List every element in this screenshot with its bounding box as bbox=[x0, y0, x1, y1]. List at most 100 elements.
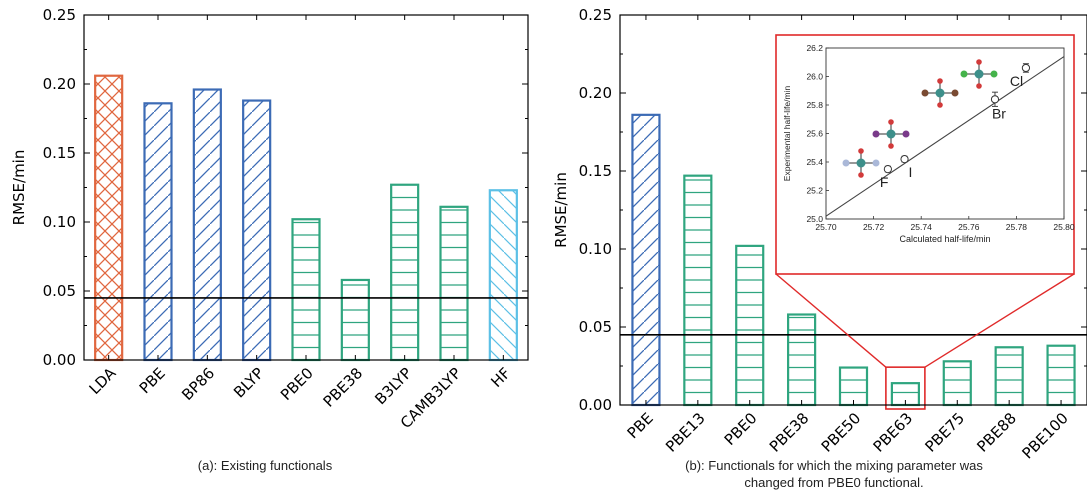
inset-x-tick-label: 25.70 bbox=[815, 222, 837, 232]
inset-y-tick-label: 25.4 bbox=[806, 157, 823, 167]
inset-y-tick-label: 25.8 bbox=[806, 100, 823, 110]
x-tick-label: LDA bbox=[86, 364, 120, 398]
inset-x-tick-label: 25.78 bbox=[1006, 222, 1028, 232]
y-tick-label: 0.10 bbox=[43, 213, 76, 231]
inset-y-tick-label: 26.0 bbox=[806, 72, 823, 82]
y-tick-label: 0.05 bbox=[579, 318, 612, 336]
atom bbox=[858, 148, 864, 154]
atom-center bbox=[974, 69, 984, 79]
inset-x-axis-title: Calculated half-life/min bbox=[899, 234, 990, 244]
atom bbox=[976, 83, 982, 89]
molecule-Cl-picture bbox=[960, 59, 998, 89]
x-tick-label: PBE0 bbox=[277, 364, 317, 404]
x-tick-label: PBE13 bbox=[662, 409, 709, 456]
y-tick-label: 0.25 bbox=[43, 6, 76, 24]
x-tick-label: PBE63 bbox=[870, 409, 917, 456]
caption-a: (a): Existing functionals bbox=[198, 458, 333, 473]
inset-point-Br bbox=[990, 95, 1000, 104]
x-tick-label: PBE100 bbox=[1019, 409, 1072, 462]
atom bbox=[937, 102, 943, 108]
inset-point-label: Cl bbox=[1010, 73, 1023, 89]
y-axis-title: RMSE/min bbox=[10, 150, 28, 226]
atom-center bbox=[886, 129, 896, 139]
inset-connector bbox=[775, 273, 887, 368]
x-tick-label: PBE38 bbox=[320, 364, 367, 411]
x-tick-label: PBE0 bbox=[721, 409, 761, 449]
bar-PBE0 bbox=[291, 218, 321, 362]
molecule-Br-picture bbox=[921, 78, 959, 108]
atom bbox=[960, 70, 968, 78]
atom bbox=[951, 89, 959, 97]
inset-point-F bbox=[883, 165, 892, 174]
y-tick-label: 0.00 bbox=[43, 351, 76, 369]
bar-PBE0 bbox=[735, 244, 765, 407]
inset-y-tick-label: 25.0 bbox=[806, 214, 823, 224]
caption-b-line-1: (b): Functionals for which the mixing pa… bbox=[685, 458, 983, 473]
atom bbox=[888, 143, 894, 149]
bar-LDA bbox=[94, 74, 124, 362]
y-tick-label: 0.25 bbox=[579, 6, 612, 24]
inset-point-I bbox=[900, 155, 909, 164]
molecule-F-picture bbox=[842, 148, 880, 178]
bar-BLYP bbox=[242, 99, 272, 362]
atom bbox=[937, 78, 943, 84]
inset-scatter: 25.70 25.72 25.74 25.76 25.78 25.80 25.0 25.2 25… bbox=[775, 34, 1075, 368]
x-tick-label: PBE38 bbox=[766, 409, 813, 456]
atom bbox=[872, 159, 880, 167]
bar-HF bbox=[488, 189, 518, 362]
atom bbox=[872, 130, 880, 138]
inset-y-tick-label: 26.2 bbox=[806, 43, 823, 53]
atom-center bbox=[856, 158, 866, 168]
x-tick-label: HF bbox=[487, 364, 514, 391]
inset-fit-line bbox=[825, 56, 1065, 217]
bar-PBE bbox=[143, 102, 173, 362]
inset-connector bbox=[924, 273, 1075, 368]
y-tick-label: 0.00 bbox=[579, 396, 612, 414]
atom bbox=[921, 89, 929, 97]
x-tick-label: PBE50 bbox=[818, 409, 865, 456]
atom bbox=[842, 159, 850, 167]
inset-point-Cl bbox=[1021, 63, 1031, 73]
inset-x-tick-label: 25.72 bbox=[863, 222, 885, 232]
y-tick-label: 0.10 bbox=[579, 240, 612, 258]
x-tick-label: PBE88 bbox=[973, 409, 1020, 456]
bar-BP86 bbox=[192, 88, 222, 362]
bar-PBE13 bbox=[683, 174, 713, 407]
x-tick-label: BLYP bbox=[230, 364, 267, 401]
y-tick-label: 0.20 bbox=[579, 84, 612, 102]
atom bbox=[976, 59, 982, 65]
atom bbox=[902, 130, 910, 138]
y-axis-title: RMSE/min bbox=[552, 172, 570, 248]
bar-CAMB3LYP bbox=[439, 205, 469, 362]
x-tick-label: BP86 bbox=[178, 364, 218, 404]
inset-y-tick-label: 25.2 bbox=[806, 186, 823, 196]
inset-x-tick-label: 25.74 bbox=[911, 222, 933, 232]
y-tick-label: 0.15 bbox=[579, 162, 612, 180]
y-tick-label: 0.05 bbox=[43, 282, 76, 300]
inset-y-axis-title: Experimental half-life/min bbox=[782, 86, 792, 182]
inset-point-label: Br bbox=[992, 105, 1006, 121]
highlight-box bbox=[885, 366, 926, 410]
x-tick-label: PBE75 bbox=[922, 409, 969, 456]
inset-point-label: F bbox=[880, 174, 889, 190]
inset-x-tick-label: 25.80 bbox=[1053, 222, 1075, 232]
inset-point-label: I bbox=[909, 164, 913, 180]
inset-y-tick-label: 25.6 bbox=[806, 129, 823, 139]
atom bbox=[888, 119, 894, 125]
bar-PBE50 bbox=[838, 366, 869, 407]
x-tick-label: PBE bbox=[624, 409, 657, 442]
molecule-I-picture bbox=[872, 119, 910, 149]
inset-x-tick-label: 25.76 bbox=[958, 222, 980, 232]
atom-center bbox=[935, 88, 945, 98]
y-tick-label: 0.15 bbox=[43, 144, 76, 162]
x-tick-label: B3LYP bbox=[371, 364, 415, 408]
x-tick-label: PBE bbox=[136, 364, 169, 397]
y-tick-label: 0.20 bbox=[43, 75, 76, 93]
atom bbox=[858, 172, 864, 178]
bar-PBE38 bbox=[787, 313, 817, 407]
bar-PBE88 bbox=[994, 346, 1024, 407]
caption-b-line-2: changed from PBE0 functional. bbox=[744, 475, 923, 490]
atom bbox=[990, 70, 998, 78]
